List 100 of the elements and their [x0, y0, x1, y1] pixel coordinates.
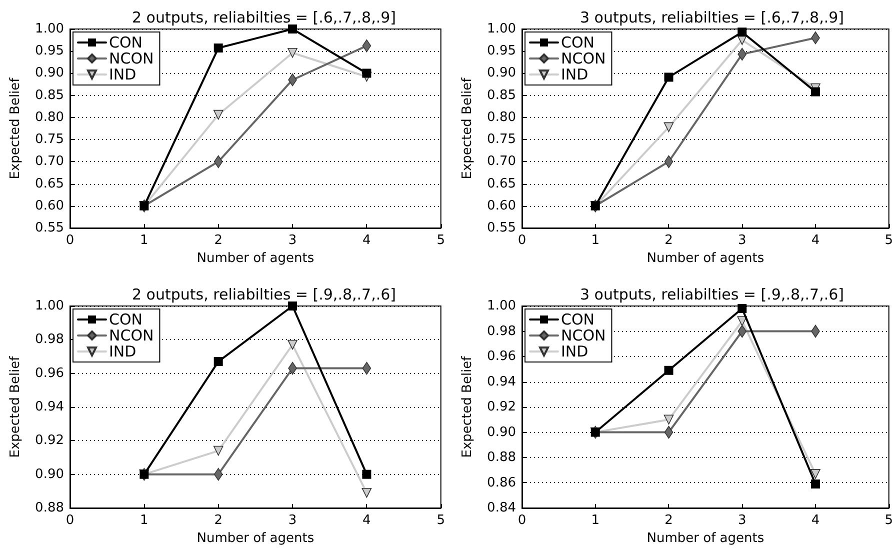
point — [214, 155, 223, 168]
chart-title: 3 outputs, reliabilties = [.6,.7,.8,.9] — [580, 8, 844, 26]
legend-label: CON — [561, 34, 595, 52]
legend-label: IND — [109, 342, 136, 360]
y-tick-label: 0.90 — [35, 466, 64, 482]
legend-label: CON — [109, 310, 143, 328]
x-tick-label: 1 — [591, 513, 600, 528]
point — [214, 468, 223, 481]
x-tick-label: 4 — [811, 513, 820, 528]
legend-label: NCON — [109, 326, 154, 344]
y-tick-label: 0.84 — [487, 500, 516, 516]
legend-label: NCON — [561, 326, 606, 344]
point — [288, 24, 298, 34]
x-tick-label: 3 — [288, 233, 297, 248]
x-tick-label: 5 — [884, 513, 894, 528]
x-tick-label: 2 — [214, 233, 222, 248]
point — [738, 48, 747, 61]
legend-label: IND — [109, 66, 136, 84]
point — [214, 44, 223, 53]
y-tick-label: 0.96 — [35, 366, 64, 381]
y-axis-title: Expected Belief — [460, 356, 475, 458]
x-axis-title: Number of agents — [196, 250, 314, 266]
x-tick-label: 0 — [518, 513, 526, 528]
y-tick-label: 0.55 — [487, 220, 516, 236]
y-tick-label: 0.80 — [35, 110, 64, 125]
point — [288, 340, 298, 350]
point — [362, 488, 372, 498]
point — [738, 28, 747, 37]
point — [810, 469, 820, 479]
x-tick-label: 0 — [66, 233, 74, 248]
x-tick-label: 4 — [811, 233, 820, 248]
point — [737, 316, 748, 326]
point — [362, 68, 372, 78]
point — [664, 122, 674, 132]
y-tick-label: 0.75 — [35, 132, 64, 148]
point — [664, 414, 674, 425]
legend-label: CON — [561, 310, 595, 328]
x-tick-label: 0 — [518, 233, 526, 248]
y-tick-label: 0.88 — [487, 450, 516, 465]
y-tick-label: 0.94 — [35, 400, 64, 414]
x-tick-label: 1 — [591, 233, 600, 248]
y-tick-label: 0.65 — [35, 176, 64, 192]
legend-label: IND — [561, 66, 588, 84]
x-tick-label: 5 — [436, 233, 446, 248]
y-tick-label: 1.00 — [35, 22, 64, 36]
y-tick-label: 0.94 — [487, 374, 516, 390]
legend-label: NCON — [109, 50, 154, 68]
x-tick-label: 4 — [362, 233, 371, 248]
point — [810, 87, 820, 96]
y-tick-label: 0.65 — [487, 176, 516, 192]
x-tick-label: 4 — [362, 513, 371, 528]
x-axis-title: Number of agents — [196, 530, 314, 546]
y-tick-label: 0.95 — [487, 44, 516, 59]
point — [664, 72, 674, 82]
chart-title: 3 outputs, reliabilties = [.9,.8,.7,.6] — [580, 286, 844, 304]
legend-label: IND — [561, 342, 588, 360]
y-tick-label: 0.85 — [35, 88, 64, 103]
x-tick-label: 2 — [664, 513, 673, 528]
x-tick-label: 3 — [738, 513, 746, 528]
chart-title: 2 outputs, reliabilties = [.9,.8,.7,.6] — [132, 286, 396, 304]
x-axis-title: Number of agents — [646, 530, 764, 546]
x-tick-label: 0 — [66, 513, 74, 528]
point — [664, 155, 674, 168]
x-tick-label: 2 — [214, 513, 222, 528]
y-tick-label: 0.75 — [487, 132, 516, 148]
y-tick-label: 0.95 — [35, 44, 64, 59]
y-tick-label: 1.00 — [487, 22, 516, 36]
y-tick-label: 0.88 — [35, 500, 64, 516]
y-tick-label: 0.90 — [35, 66, 64, 81]
chart-title: 2 outputs, reliabilties = [.6,.7,.8,.9] — [132, 8, 396, 26]
point — [213, 110, 224, 120]
y-tick-label: 0.96 — [487, 349, 516, 364]
y-axis-title: Expected Belief — [8, 356, 23, 458]
y-tick-label: 0.92 — [487, 400, 516, 414]
x-tick-label: 1 — [140, 513, 148, 528]
y-tick-label: 0.80 — [487, 110, 516, 125]
legend-label: NCON — [561, 50, 606, 68]
point — [664, 426, 674, 439]
y-tick-label: 0.85 — [487, 88, 516, 103]
x-tick-label: 2 — [664, 233, 673, 248]
x-tick-label: 1 — [140, 233, 148, 248]
point — [213, 446, 224, 456]
point — [738, 324, 747, 338]
point — [288, 302, 298, 310]
point — [738, 304, 747, 314]
point — [664, 366, 674, 375]
point — [362, 39, 372, 52]
y-tick-label: 1.00 — [487, 298, 516, 314]
x-axis-title: Number of agents — [646, 250, 764, 266]
point — [214, 357, 223, 366]
y-tick-label: 0.98 — [487, 324, 516, 339]
y-tick-label: 0.55 — [35, 220, 64, 236]
y-tick-label: 0.86 — [487, 475, 516, 490]
y-axis-title: Expected Belief — [8, 77, 23, 180]
y-tick-label: 0.98 — [35, 332, 64, 348]
point — [810, 480, 820, 489]
y-axis-title: Expected Belief — [460, 77, 475, 180]
y-tick-label: 1.00 — [35, 298, 64, 314]
y-tick-label: 0.70 — [35, 154, 64, 170]
x-tick-label: 5 — [436, 513, 446, 528]
